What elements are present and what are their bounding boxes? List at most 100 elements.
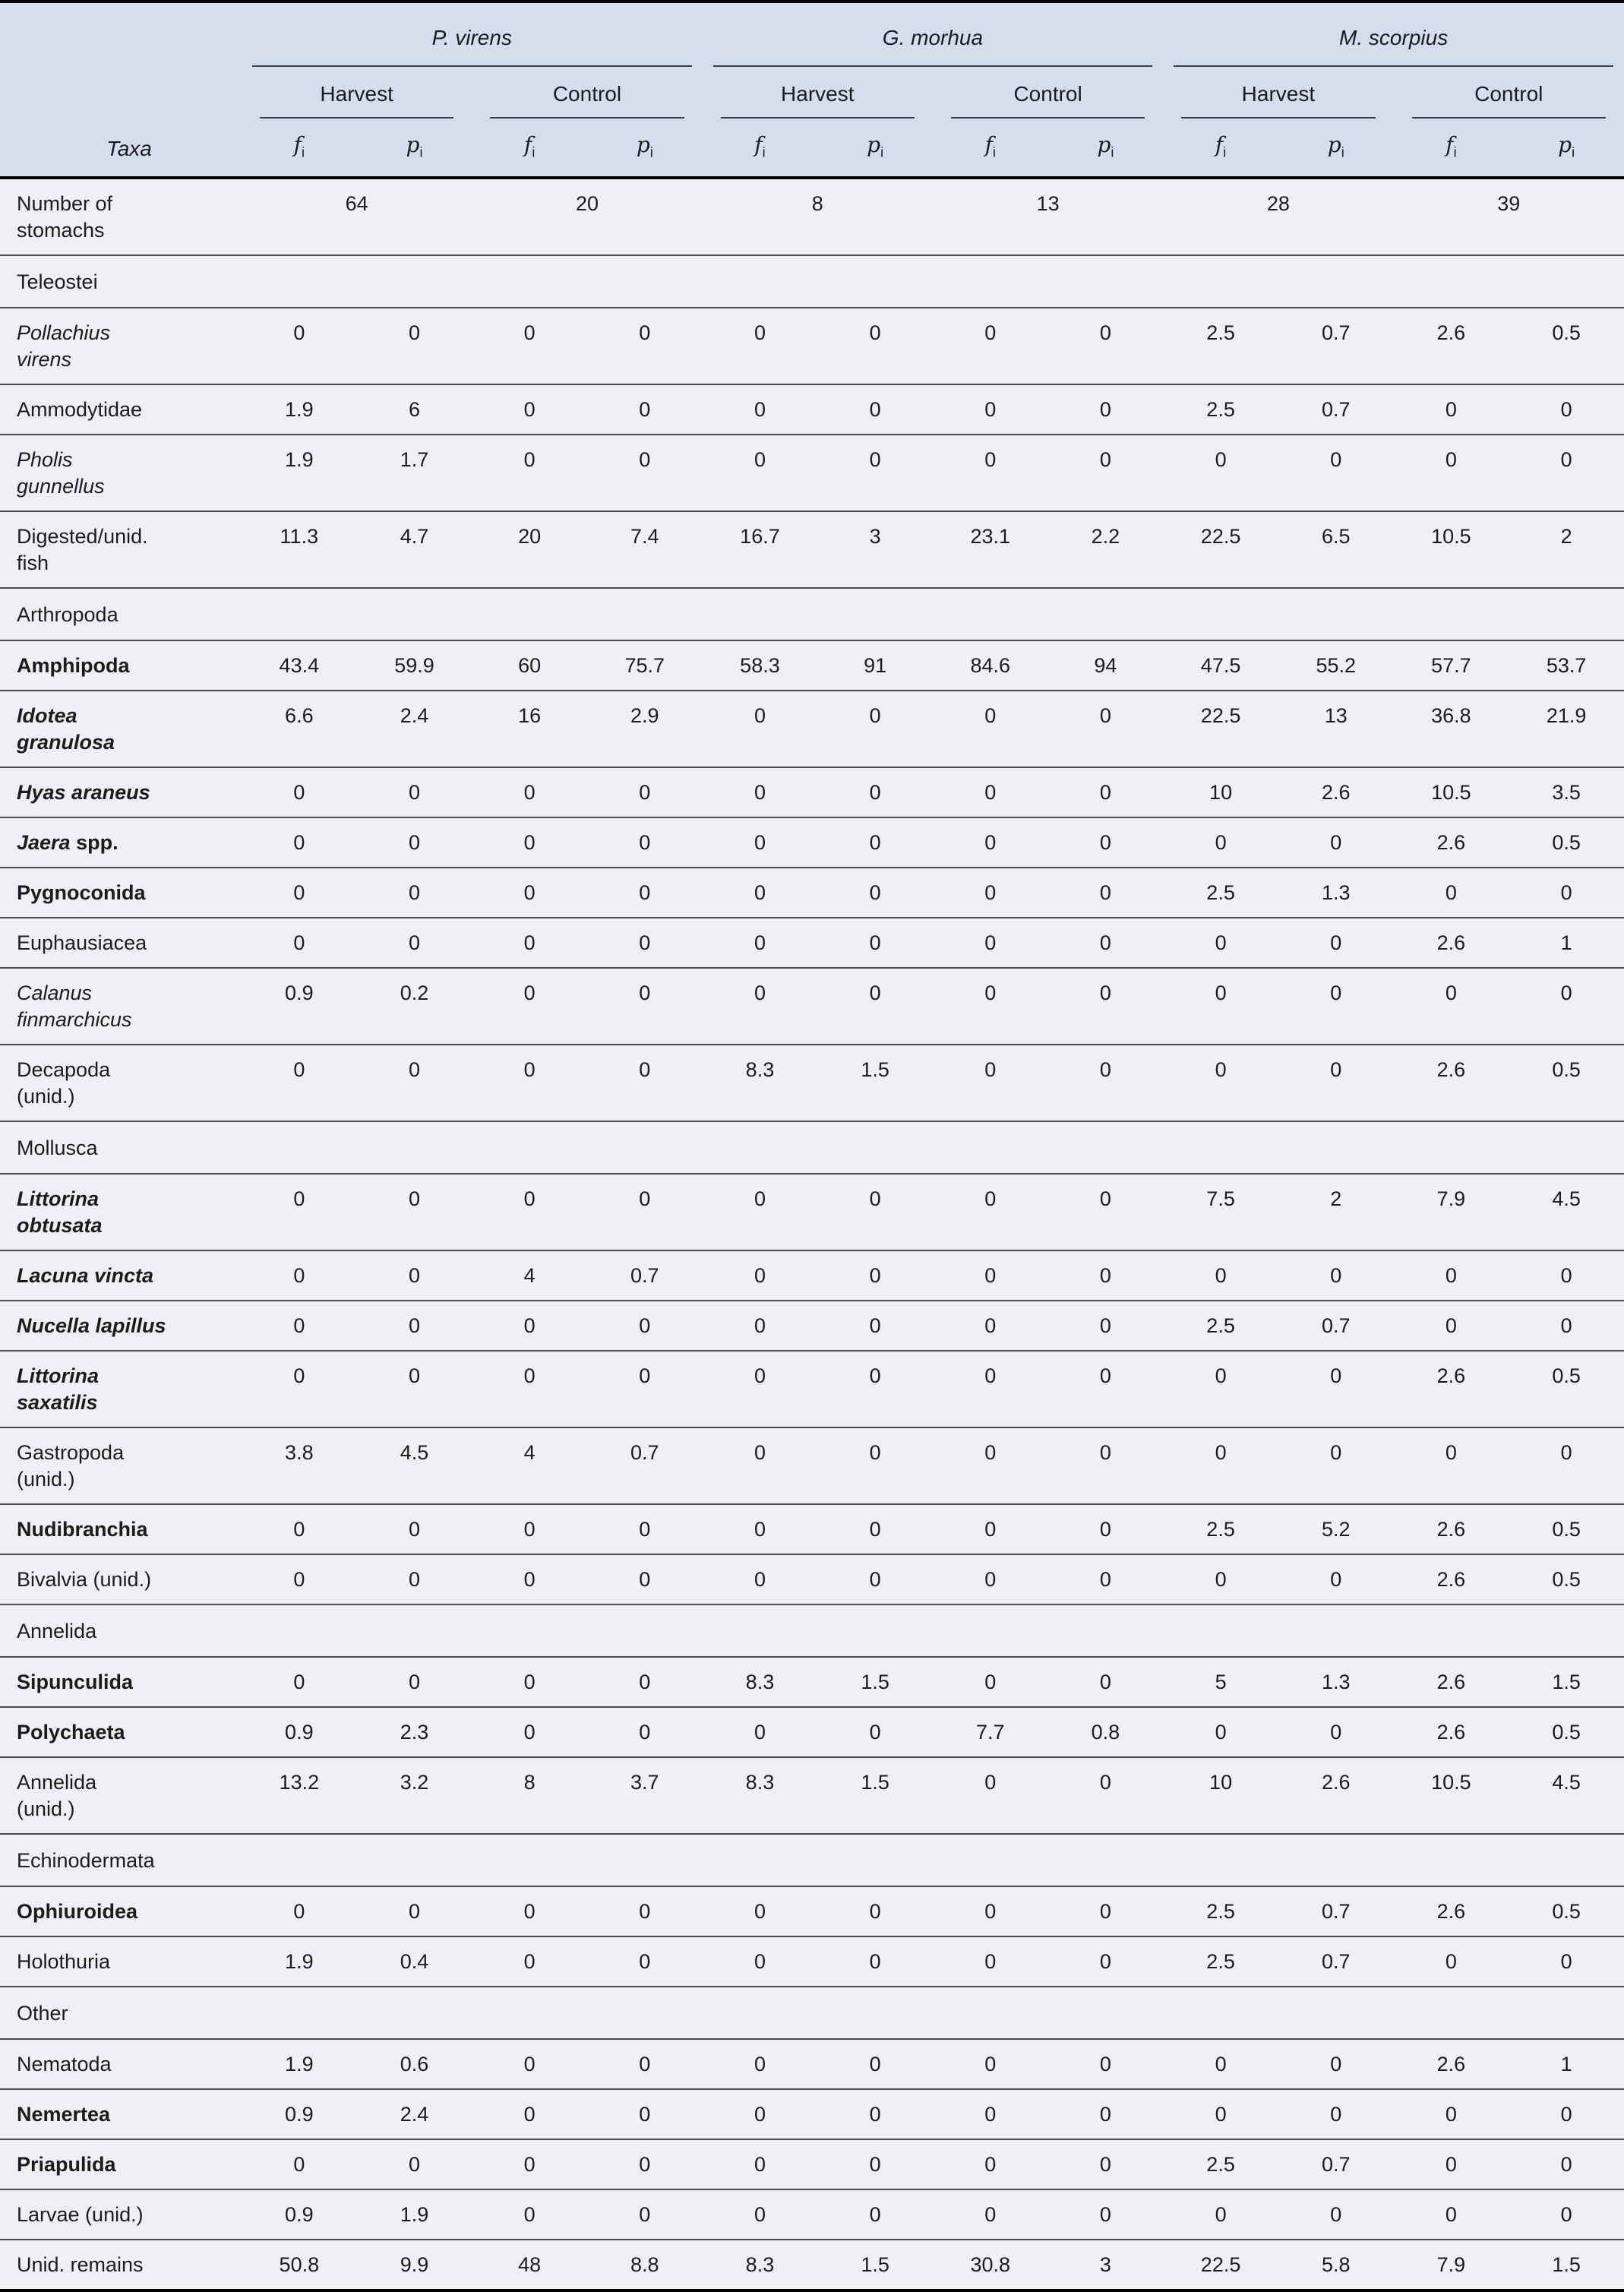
value-cell: 0 — [586, 2038, 703, 2089]
value-cell: 7.4 — [586, 510, 703, 588]
value-cell: 0 — [817, 816, 933, 868]
value-cell: 1.5 — [817, 2238, 933, 2290]
value-cell: 0 — [702, 689, 818, 767]
taxon-label: Littorina saxatilis — [0, 1349, 242, 1427]
value-cell: 60 — [472, 639, 587, 691]
value-cell: 0 — [586, 2138, 703, 2189]
stomachs-label: Number of stomachs — [0, 177, 242, 255]
value-cell: 0 — [586, 916, 703, 968]
value-cell: 2.6 — [1393, 2038, 1509, 2089]
value-cell: 0 — [586, 766, 703, 817]
value-cell: 0 — [1163, 1706, 1278, 1757]
value-cell: 3.5 — [1509, 766, 1624, 817]
taxa-row: Nucella lapillus 0 0 0 0 0 0 0 0 2.5 0.7 0 0 — [0, 1299, 1624, 1351]
taxon-name: Pholis gunnellus — [17, 447, 105, 498]
value-cell: 0 — [586, 1553, 703, 1604]
taxon-label: Digested/unid. fish — [0, 510, 242, 588]
value-cell: 13.2 — [242, 1756, 357, 1834]
p-column-header: pi — [1509, 119, 1624, 179]
value-cell: 0 — [1509, 866, 1624, 918]
taxon-name: Ophiuroidea — [17, 1899, 138, 1923]
section-label: Annelida — [0, 1603, 1624, 1657]
taxa-row: Nematoda 1.9 0.6 0 0 0 0 0 0 0 0 2.6 1 — [0, 2038, 1624, 2089]
taxa-row: Holothuria 1.9 0.4 0 0 0 0 0 0 2.5 0.7 0 0 — [0, 1935, 1624, 1987]
value-cell: 0 — [1163, 2038, 1278, 2089]
taxon-name: Pygnoconida — [17, 880, 146, 904]
value-cell: 0 — [1047, 866, 1164, 918]
value-cell: 7.9 — [1393, 2238, 1509, 2290]
taxon-name: Nudibranchia — [17, 1517, 148, 1541]
value-cell: 0 — [702, 816, 818, 868]
taxon-name: Sipunculida — [17, 1670, 134, 1693]
value-cell: 0 — [932, 1249, 1048, 1301]
value-cell: 0 — [242, 1655, 357, 1707]
value-cell: 0.7 — [1278, 2138, 1394, 2189]
taxon-name: Gastropoda (unid.) — [17, 1440, 125, 1491]
taxon-name: Nematoda — [17, 2052, 112, 2075]
value-cell: 57.7 — [1393, 639, 1509, 691]
taxon-name: Decapoda (unid.) — [17, 1057, 111, 1108]
value-cell: 0 — [472, 433, 587, 511]
p-column-header: pi — [586, 119, 703, 179]
table-body: Number of stomachs 64 20 8 13 28 39 Tele… — [0, 177, 1624, 2290]
value-cell: 0.7 — [1278, 1299, 1394, 1351]
value-cell: 0 — [1163, 966, 1278, 1045]
value-cell: 2.6 — [1393, 1706, 1509, 1757]
value-cell: 0 — [932, 689, 1048, 767]
taxon-label: Amphipoda — [0, 639, 242, 691]
value-cell: 10.5 — [1393, 766, 1509, 817]
value-cell: 0.5 — [1509, 816, 1624, 868]
value-cell: 7.7 — [932, 1706, 1048, 1757]
value-cell: 0 — [1047, 816, 1164, 868]
taxon-label: Nucella lapillus — [0, 1299, 242, 1351]
value-cell: 0 — [472, 2188, 587, 2240]
value-cell: 0.7 — [1278, 1935, 1394, 1987]
value-cell: 0.5 — [1509, 1349, 1624, 1427]
value-cell: 6.6 — [242, 689, 357, 767]
value-cell: 0 — [702, 1426, 818, 1504]
taxon-label: Jaera spp. — [0, 816, 242, 868]
value-cell: 1.5 — [817, 1043, 933, 1121]
value-cell: 22.5 — [1163, 510, 1278, 588]
value-cell: 0 — [932, 1426, 1048, 1504]
value-cell: 2.6 — [1393, 1885, 1509, 1936]
value-cell: 0 — [1393, 866, 1509, 918]
value-cell: 0 — [472, 1553, 587, 1604]
value-cell: 0 — [1163, 1249, 1278, 1301]
value-cell: 5.2 — [1278, 1503, 1394, 1554]
value-cell: 0 — [1393, 1299, 1509, 1351]
taxon-label: Annelida (unid.) — [0, 1756, 242, 1834]
value-cell: 0 — [817, 1249, 933, 1301]
value-cell: 0 — [817, 433, 933, 511]
taxon-name: Polychaeta — [17, 1720, 125, 1744]
value-cell: 6 — [356, 383, 472, 435]
species-name: G. morhua — [712, 3, 1153, 67]
taxon-name: Unid. remains — [17, 2252, 144, 2276]
taxon-label: Idotea granulosa — [0, 689, 242, 767]
value-cell: 0 — [817, 1349, 933, 1427]
value-cell: 0 — [1278, 816, 1394, 868]
value-cell: 0 — [1163, 916, 1278, 968]
value-cell: 0 — [817, 2088, 933, 2139]
value-cell: 0 — [472, 1706, 587, 1757]
value-cell: 0 — [586, 1503, 703, 1554]
value-cell: 0 — [586, 2088, 703, 2139]
taxon-label: Euphausiacea — [0, 916, 242, 968]
value-cell: 1.9 — [356, 2188, 472, 2240]
value-cell: 0 — [586, 1043, 703, 1121]
value-cell: 53.7 — [1509, 639, 1624, 691]
section-row: Teleostei — [0, 254, 1624, 308]
value-cell: 0 — [1509, 966, 1624, 1045]
value-cell: 1.5 — [817, 1756, 933, 1834]
value-cell: 2.6 — [1393, 1553, 1509, 1604]
value-cell: 10 — [1163, 1756, 1278, 1834]
taxon-label: Nudibranchia — [0, 1503, 242, 1554]
value-cell: 4.5 — [1509, 1172, 1624, 1250]
taxon-label: Holothuria — [0, 1935, 242, 1987]
value-cell: 0 — [356, 766, 472, 817]
value-cell: 0 — [586, 966, 703, 1045]
value-cell: 0 — [586, 816, 703, 868]
value-cell: 0 — [817, 916, 933, 968]
value-cell: 1.9 — [242, 433, 357, 511]
value-cell: 0 — [932, 766, 1048, 817]
